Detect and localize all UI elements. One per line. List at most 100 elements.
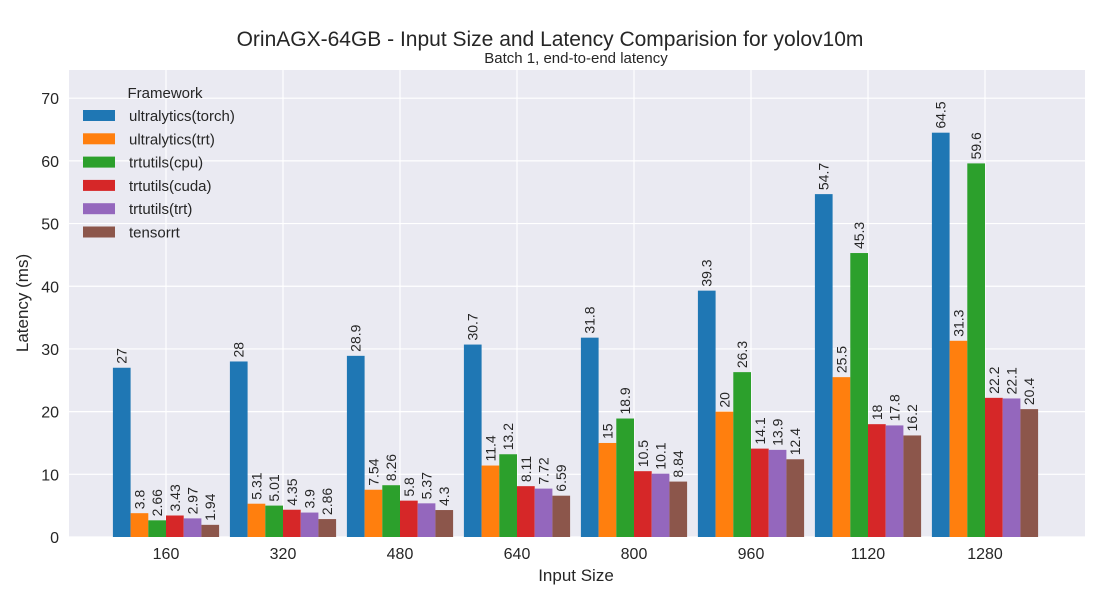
chart-subtitle: Batch 1, end-to-end latency [484, 50, 668, 67]
bar-value-label: 16.2 [904, 404, 920, 431]
bar [885, 425, 904, 537]
bar [697, 290, 716, 537]
bar-value-label: 3.9 [302, 489, 318, 509]
bar [598, 442, 617, 537]
y-tick-label: 60 [41, 154, 59, 171]
bar-value-label: 59.6 [968, 132, 984, 159]
bar [148, 520, 166, 537]
bar-value-label: 13.9 [770, 418, 786, 445]
bar [166, 515, 184, 537]
x-tick-label: 320 [270, 546, 297, 563]
legend-title: Framework [127, 85, 203, 102]
y-tick-label: 20 [41, 405, 59, 422]
bar-value-label: 4.35 [284, 478, 300, 505]
legend-entry: trtutils(cuda) [129, 178, 212, 195]
bar [1002, 398, 1021, 537]
legend-swatch [83, 133, 115, 145]
legend-entry: trtutils(cpu) [129, 155, 203, 172]
bar [985, 397, 1003, 537]
bar [382, 485, 400, 537]
bar-value-label: 15 [599, 423, 615, 439]
bar-value-label: 8.84 [670, 450, 686, 477]
bar [400, 500, 418, 537]
bar [616, 418, 634, 537]
bar [463, 344, 482, 537]
bar [481, 465, 500, 537]
bar-value-label: 10.1 [653, 442, 669, 469]
bar [669, 481, 688, 537]
bar [751, 448, 769, 537]
bar [715, 411, 734, 537]
bar [300, 512, 319, 537]
bar-value-label: 11.4 [482, 435, 498, 461]
bar-value-label: 17.8 [887, 394, 903, 421]
y-tick-label: 30 [41, 342, 59, 359]
bar [247, 503, 266, 537]
bar [265, 505, 283, 537]
x-tick-label: 640 [504, 546, 531, 563]
chart-title: OrinAGX-64GB - Input Size and Latency Co… [237, 28, 864, 51]
x-tick-label: 1120 [851, 546, 886, 563]
legend-entry: trtutils(trt) [129, 201, 192, 218]
bar-value-label: 7.54 [365, 458, 381, 485]
bar-value-label: 31.3 [950, 309, 966, 336]
legend-items: ultralytics(torch) ultralytics(trt) trtuti… [83, 108, 235, 242]
bar-value-label: 18.9 [617, 387, 633, 414]
bar [903, 435, 922, 537]
bar-value-label: 54.7 [816, 163, 832, 190]
bar-labels: 27 28 28.9 30.7 31.8 39.3 54.7 64.5 3.8 5.31 7.54 1… [114, 101, 1038, 521]
bar-value-label: 8.11 [518, 456, 534, 482]
bar-value-label: 10.5 [635, 440, 651, 467]
bar [201, 524, 220, 537]
bar [364, 489, 383, 537]
bar-value-label: 2.66 [149, 489, 165, 516]
legend-swatch [83, 110, 115, 121]
bar-value-label: 5.8 [401, 477, 417, 497]
legend-entry: ultralytics(trt) [129, 131, 215, 148]
bar [283, 509, 301, 537]
bar-value-label: 14.1 [752, 417, 768, 444]
bar-value-label: 8.26 [383, 454, 399, 481]
bar [112, 367, 131, 537]
y-tick-label: 10 [41, 467, 59, 484]
bar [786, 459, 805, 537]
bar-value-label: 30.7 [465, 313, 481, 340]
bar-value-label: 22.1 [1004, 367, 1020, 394]
bar-value-label: 25.5 [833, 346, 849, 373]
bar [417, 503, 436, 537]
bar [868, 424, 886, 537]
bar-value-label: 6.59 [553, 464, 569, 491]
bar [552, 495, 571, 537]
bar [499, 454, 517, 537]
legend-swatch [83, 226, 115, 238]
bar-value-label: 45.3 [851, 222, 867, 249]
bar-value-label: 28 [231, 342, 247, 358]
x-tick-label: 960 [738, 546, 765, 563]
bar-value-label: 27 [114, 348, 130, 364]
legend-swatch [83, 203, 115, 215]
legend-swatch [83, 156, 115, 168]
y-tick-label: 0 [50, 530, 59, 547]
bar [949, 340, 968, 537]
bar-value-label: 2.97 [185, 487, 201, 514]
x-axis-label: Input Size [538, 566, 614, 585]
bar-value-label: 4.3 [436, 486, 452, 506]
x-tick-label: 160 [153, 546, 180, 563]
bar-value-label: 1.94 [202, 493, 218, 520]
x-tick-label: 1280 [967, 546, 1003, 563]
y-tick-label: 50 [41, 217, 59, 234]
legend-swatch [83, 179, 115, 191]
x-tick-label: 800 [621, 546, 648, 563]
bar [768, 449, 787, 537]
bar-value-label: 13.2 [500, 423, 516, 450]
y-axis-ticks: 0 10 20 30 40 50 60 70 [41, 91, 59, 547]
bar [733, 372, 751, 537]
bar [1020, 409, 1039, 537]
bar-value-label: 26.3 [734, 341, 750, 368]
bar [318, 519, 337, 537]
bar [130, 513, 149, 537]
bar-value-label: 39.3 [699, 259, 715, 286]
bar-value-label: 5.31 [248, 472, 264, 499]
bar-value-label: 28.9 [348, 324, 364, 351]
